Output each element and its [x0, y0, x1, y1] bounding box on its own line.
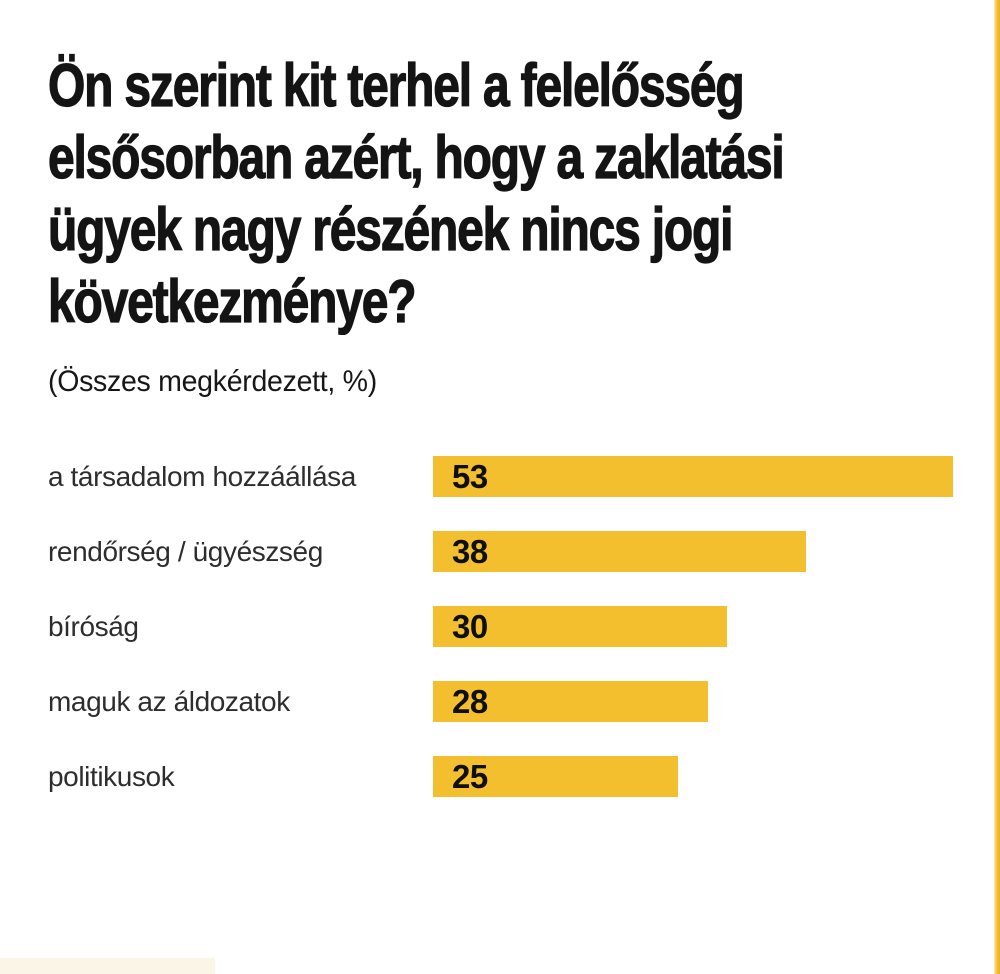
bar-row: a társadalom hozzáállása 53 [48, 456, 978, 497]
bar-row: rendőrség / ügyészség 38 [48, 531, 978, 572]
value-label: 38 [452, 532, 488, 570]
bar: 38 [433, 531, 806, 572]
chart-title: Ön szerint kit terhel a felelősség elsős… [47, 50, 785, 338]
bar: 30 [433, 606, 727, 647]
value-label: 53 [452, 457, 488, 495]
chart-subtitle: (Összes megkérdezett, %) [48, 365, 377, 398]
bar: 28 [433, 681, 708, 722]
chart-title-line-2: elsősorban azért, hogy a zaklatási [47, 123, 785, 191]
bar-row: maguk az áldozatok 28 [48, 681, 978, 722]
right-accent-stripe [994, 0, 1000, 974]
category-label: a társadalom hozzáállása [48, 460, 356, 492]
bar-row: politikusok 25 [48, 756, 978, 797]
bar-row: bíróság 30 [48, 606, 978, 647]
value-label: 30 [452, 607, 488, 645]
chart-title-line-1: Ön szerint kit terhel a felelősség [47, 51, 745, 119]
category-label: maguk az áldozatok [48, 685, 290, 717]
category-label: rendőrség / ügyészség [48, 535, 323, 567]
bottom-accent-strip [0, 958, 215, 974]
category-label: politikusok [48, 760, 175, 792]
chart-title-line-4: következménye? [47, 267, 417, 335]
category-label: bíróság [48, 610, 139, 642]
chart-title-line-3: ügyek nagy részének nincs jogi [47, 195, 734, 263]
bar: 53 [433, 456, 953, 497]
bar-rows: a társadalom hozzáállása 53 rendőrség / … [48, 456, 978, 831]
value-label: 25 [452, 757, 488, 795]
bar: 25 [433, 756, 678, 797]
value-label: 28 [452, 682, 488, 720]
